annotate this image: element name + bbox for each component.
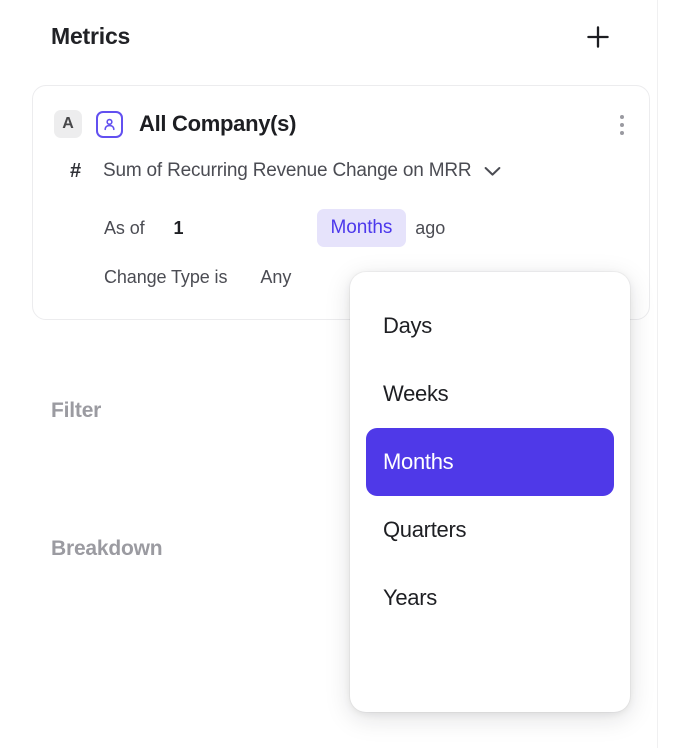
metric-as-of-row: As of 1 Months ago: [104, 209, 446, 247]
metric-letter-badge: A: [54, 110, 82, 138]
chevron-down-icon[interactable]: [484, 166, 501, 177]
kebab-dot: [620, 115, 624, 119]
kebab-dot: [620, 123, 624, 127]
as-of-prefix-label: As of: [104, 217, 145, 238]
time-unit-dropdown-menu[interactable]: Days Weeks Months Quarters Years: [350, 272, 630, 712]
breakdown-section-label: Breakdown: [51, 537, 163, 560]
change-type-prefix-label: Change Type is: [104, 266, 228, 287]
as-of-unit-select[interactable]: Months: [316, 209, 407, 247]
hash-icon: #: [70, 159, 82, 182]
dropdown-option-years[interactable]: Years: [383, 585, 437, 610]
plus-icon: [585, 24, 611, 50]
metric-entity-name[interactable]: All Company(s): [139, 111, 297, 136]
dropdown-option-months[interactable]: Months: [366, 428, 614, 496]
as-of-suffix-label: ago: [415, 217, 446, 238]
dropdown-option-days[interactable]: Days: [383, 313, 432, 338]
dropdown-option-weeks[interactable]: Weeks: [383, 381, 449, 406]
metric-change-type-row: Change Type is Any: [104, 263, 291, 291]
as-of-value-input[interactable]: 1: [173, 217, 184, 238]
metric-aggregation-row: # Sum of Recurring Revenue Change on MRR: [70, 156, 501, 186]
add-metric-button[interactable]: [583, 22, 613, 52]
kebab-menu-icon[interactable]: [611, 113, 633, 137]
metrics-panel-header: Metrics: [0, 0, 658, 72]
metric-aggregation-label[interactable]: Sum of Recurring Revenue Change on MRR: [103, 160, 472, 181]
person-icon[interactable]: [96, 110, 123, 138]
dropdown-option-quarters[interactable]: Quarters: [383, 517, 467, 542]
change-type-value-select[interactable]: Any: [260, 266, 292, 287]
kebab-dot: [620, 131, 624, 135]
metric-card-title-row: A All Company(s): [54, 110, 296, 138]
panel-right-gutter: [659, 0, 676, 748]
page-title: Metrics: [51, 23, 131, 49]
filter-section-label: Filter: [51, 399, 102, 422]
